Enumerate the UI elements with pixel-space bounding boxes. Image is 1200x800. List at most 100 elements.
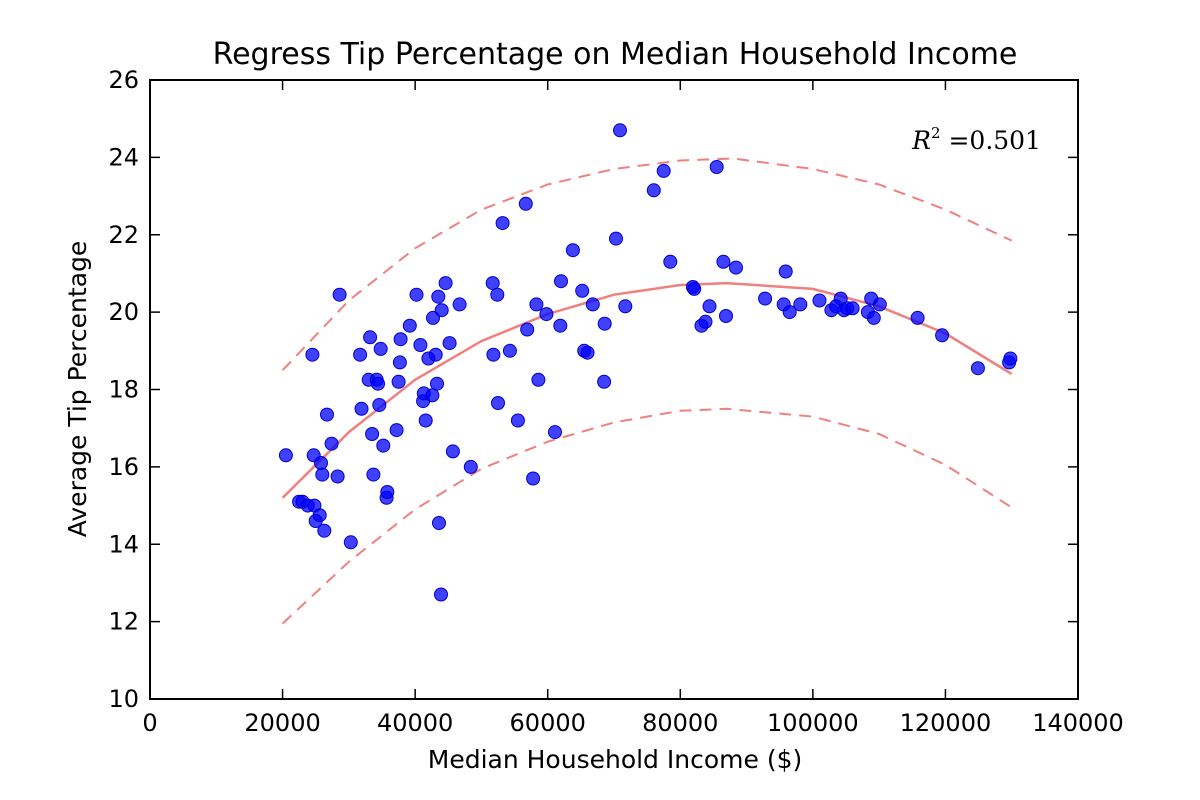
data-point	[845, 301, 860, 316]
data-point	[428, 347, 443, 362]
data-point	[431, 289, 446, 304]
data-point	[609, 231, 623, 246]
data-point	[526, 471, 541, 486]
r-squared-value: =0.501	[941, 126, 1041, 155]
data-point	[495, 216, 510, 231]
r-squared-superscript: 2	[931, 124, 941, 142]
data-point	[373, 341, 388, 356]
data-point	[539, 307, 554, 322]
x-tick-label: 120000	[900, 709, 992, 737]
plot-area	[278, 123, 1018, 625]
data-point	[709, 160, 724, 174]
data-point	[597, 374, 612, 389]
data-point	[389, 423, 404, 438]
r-squared-annotation: R2 =0.501	[911, 124, 1041, 155]
data-point	[434, 303, 449, 318]
data-point	[430, 376, 444, 391]
data-point	[490, 287, 505, 302]
x-tick-label: 100000	[767, 709, 859, 737]
data-point	[548, 425, 562, 440]
data-point	[305, 347, 320, 362]
data-point	[613, 123, 627, 138]
axes-ticks: 0 20000 40000 60000 80000 100000 120000 140000 1…	[108, 66, 1123, 737]
data-point	[554, 274, 568, 289]
data-point	[372, 398, 387, 412]
data-point	[485, 276, 500, 291]
data-point	[463, 459, 478, 474]
data-point	[434, 587, 448, 602]
data-point	[618, 299, 633, 314]
data-point	[363, 330, 378, 345]
data-point	[371, 376, 385, 391]
data-point	[486, 347, 501, 362]
data-point	[872, 297, 887, 312]
data-point	[354, 401, 369, 416]
data-point	[365, 427, 380, 441]
data-point	[332, 287, 347, 302]
chart-title: Regress Tip Percentage on Median Househo…	[213, 37, 1018, 72]
y-tick-label: 24	[108, 143, 139, 171]
data-point	[565, 243, 580, 258]
data-point	[442, 336, 457, 351]
data-point	[376, 438, 391, 453]
data-point	[575, 283, 590, 298]
data-point	[315, 467, 330, 482]
x-tick-label: 60000	[510, 709, 586, 737]
data-point	[324, 436, 339, 451]
data-point	[317, 523, 332, 538]
data-point	[278, 448, 293, 463]
data-point	[729, 260, 743, 275]
data-point	[320, 407, 334, 422]
data-point	[793, 297, 808, 312]
data-point	[312, 508, 327, 523]
data-point	[432, 516, 446, 530]
data-point	[491, 396, 505, 410]
data-point	[910, 310, 925, 325]
x-tick-label: 0	[142, 709, 157, 737]
x-tick-label: 20000	[244, 709, 320, 737]
data-point	[585, 297, 600, 312]
data-point	[393, 332, 408, 347]
y-tick-label: 20	[108, 298, 139, 326]
data-point	[502, 343, 517, 358]
data-point	[580, 345, 595, 360]
x-tick-label: 140000	[1032, 709, 1124, 737]
data-point	[698, 314, 713, 329]
data-point	[518, 196, 533, 211]
data-point	[970, 361, 985, 376]
data-point	[418, 413, 433, 428]
data-point	[663, 254, 678, 269]
x-tick-label: 80000	[642, 709, 718, 737]
data-point	[366, 467, 381, 482]
data-point	[866, 310, 881, 325]
data-point	[425, 388, 440, 403]
data-point	[687, 281, 702, 296]
data-point	[392, 355, 407, 370]
y-tick-label: 10	[108, 685, 139, 713]
data-point	[597, 316, 612, 331]
data-point	[402, 318, 417, 333]
data-point	[330, 469, 345, 484]
y-axis-label: Average Tip Percentage	[63, 241, 92, 538]
data-point	[438, 276, 453, 291]
data-point	[1003, 351, 1018, 366]
data-point	[409, 287, 424, 302]
y-tick-label: 26	[108, 66, 139, 94]
data-point	[553, 318, 568, 333]
data-point	[778, 264, 793, 279]
y-tick-label: 14	[108, 530, 139, 558]
data-point	[782, 305, 797, 320]
data-point	[812, 293, 827, 308]
data-point	[935, 328, 950, 343]
upper-confidence-band	[281, 157, 1013, 371]
data-point	[343, 535, 358, 550]
r-squared-symbol: R	[911, 126, 931, 155]
data-point	[314, 456, 328, 470]
y-tick-label: 12	[108, 608, 139, 636]
data-point	[520, 322, 535, 337]
data-point	[719, 309, 733, 323]
y-tick-label: 18	[108, 376, 139, 404]
x-axis-label: Median Household Income ($)	[428, 745, 802, 774]
